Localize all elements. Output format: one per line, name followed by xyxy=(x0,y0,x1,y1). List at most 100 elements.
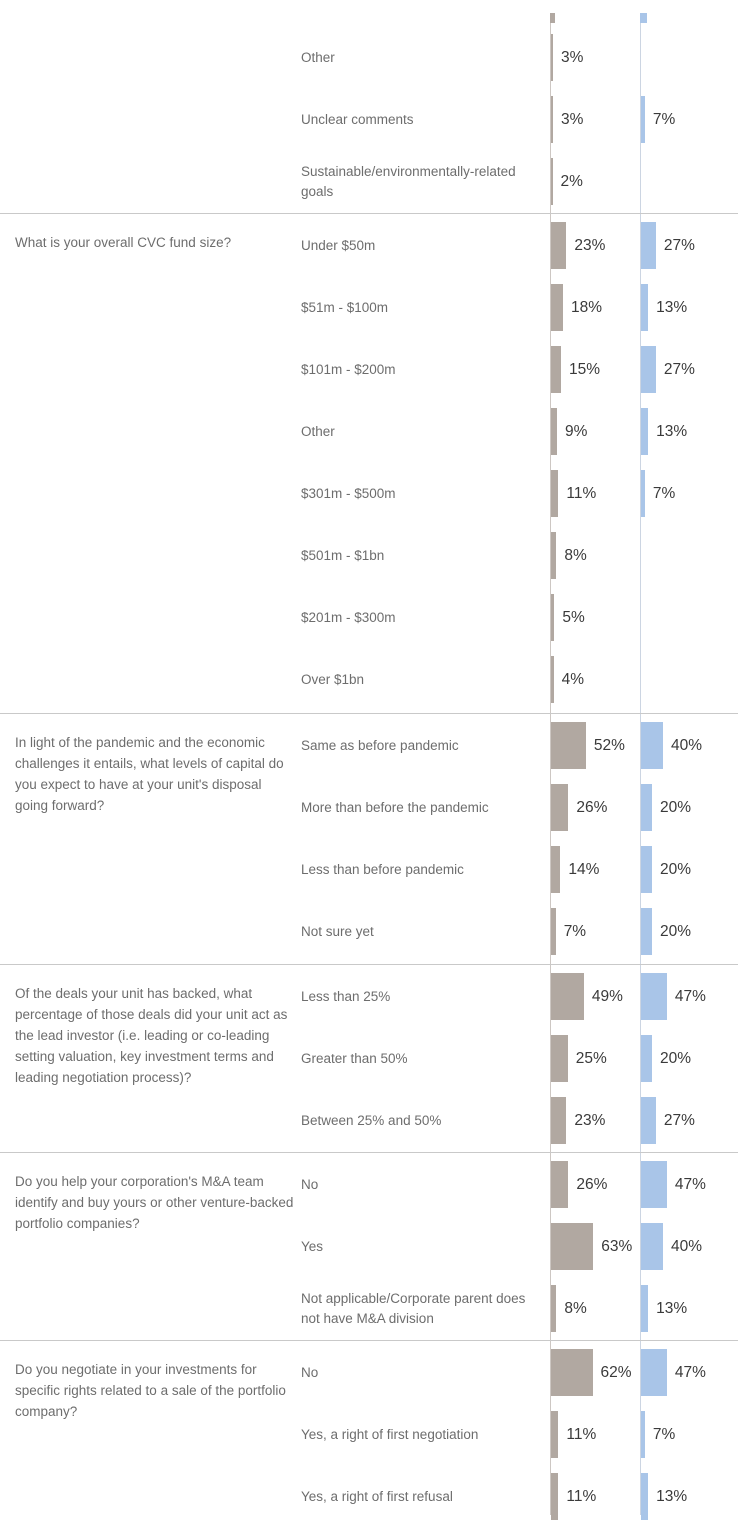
blue-value-label: 20% xyxy=(660,799,692,816)
gray-bar xyxy=(551,1097,567,1144)
gray-value-label: 18% xyxy=(571,299,603,316)
gray-bar xyxy=(551,408,558,455)
blue-bar xyxy=(641,973,667,1020)
gray-value-label: 8% xyxy=(564,547,587,564)
answer-row: Yes, a right of first refusal 11% 13% xyxy=(0,1466,738,1528)
gray-value-label: 25% xyxy=(575,1050,607,1067)
answer-label: $101m - $200m xyxy=(301,362,396,377)
gray-bar xyxy=(551,846,561,893)
gray-bar xyxy=(551,96,553,143)
blue-value-label: 13% xyxy=(656,1300,688,1317)
answer-row: Between 25% and 50% 23% 27% xyxy=(0,1090,738,1152)
blue-value-label: 40% xyxy=(671,737,703,754)
gray-bar xyxy=(551,656,554,703)
answer-label: Less than before pandemic xyxy=(301,862,464,877)
blue-bar xyxy=(641,846,652,893)
gray-value-label: 26% xyxy=(576,1176,608,1193)
answer-label: Over $1bn xyxy=(301,672,365,687)
blue-bar xyxy=(641,1035,652,1082)
answer-row: Less than 25% 49% 47% xyxy=(0,966,738,1028)
answer-label: $201m - $300m xyxy=(301,610,396,625)
gray-value-label: 23% xyxy=(574,1112,606,1129)
answer-row: $501m - $1bn 8% xyxy=(0,525,738,587)
answer-row: Other 3% xyxy=(0,27,738,89)
gray-bar xyxy=(551,908,556,955)
question-text: Of the deals your unit has backed, what … xyxy=(15,986,288,1085)
blue-bar xyxy=(641,908,652,955)
answer-label: Sustainable/environmentally-related goal… xyxy=(301,164,516,199)
answer-label: No xyxy=(301,1365,319,1380)
blue-bar xyxy=(641,1285,649,1332)
gray-value-label: 49% xyxy=(591,988,623,1005)
blue-value-label: 7% xyxy=(652,1426,676,1443)
gray-bar xyxy=(551,158,553,205)
blue-bar xyxy=(641,222,656,269)
gray-bar xyxy=(551,784,569,831)
gray-bar xyxy=(551,1349,593,1396)
answer-label: Other xyxy=(301,50,335,65)
blue-bar xyxy=(641,284,649,331)
answer-row: Yes 63% 40% xyxy=(0,1216,738,1278)
answer-row: Under $50m 23% 27% xyxy=(0,215,738,277)
gray-bar xyxy=(551,1161,569,1208)
answer-label: Between 25% and 50% xyxy=(301,1113,442,1128)
answer-row: No 26% 47% xyxy=(0,1154,738,1216)
blue-value-label: 20% xyxy=(660,1050,692,1067)
survey-section: In light of the pandemic and the economi… xyxy=(0,713,738,964)
answer-row: Less than before pandemic 14% 20% xyxy=(0,839,738,901)
gray-bar xyxy=(551,1411,559,1458)
blue-value-label: 27% xyxy=(663,237,695,254)
gray-value-label: 62% xyxy=(600,1364,632,1381)
blue-bar xyxy=(641,470,645,517)
gray-value-label: 15% xyxy=(569,361,601,378)
blue-bar xyxy=(641,722,663,769)
survey-section: Other 3% Unclear comments 3% 7% Sustainable/e… xyxy=(0,0,738,213)
gray-bar xyxy=(551,1223,594,1270)
answer-label: Under $50m xyxy=(301,238,376,253)
gray-bar xyxy=(551,722,586,769)
answer-row: $101m - $200m 15% 27% xyxy=(0,339,738,401)
answer-label: Other xyxy=(301,424,335,439)
gray-bar xyxy=(551,1473,559,1520)
blue-value-label: 13% xyxy=(656,1488,688,1505)
answer-label: $51m - $100m xyxy=(301,300,389,315)
question-text: Do you help your corporation's M&A team … xyxy=(15,1174,294,1231)
answer-row: Unclear comments 3% 7% xyxy=(0,89,738,151)
blue-bar xyxy=(641,784,652,831)
answer-row: $301m - $500m 11% 7% xyxy=(0,463,738,525)
blue-value-label: 20% xyxy=(660,861,692,878)
gray-series-axis-line xyxy=(550,13,551,1515)
answer-row: Sustainable/environmentally-related goal… xyxy=(0,151,738,213)
gray-bar xyxy=(551,973,584,1020)
survey-section: Do you negotiate in your investments for… xyxy=(0,1340,738,1528)
answer-row: Other 9% 13% xyxy=(0,401,738,463)
gray-value-label: 63% xyxy=(601,1238,633,1255)
blue-value-label: 7% xyxy=(652,111,676,128)
blue-value-label: 7% xyxy=(652,485,676,502)
blue-value-label: 40% xyxy=(671,1238,703,1255)
truncated-gray-bar xyxy=(550,13,555,23)
answer-label: Yes, a right of first negotiation xyxy=(301,1427,479,1442)
gray-value-label: 3% xyxy=(561,111,584,128)
answer-row: Not sure yet 7% 20% xyxy=(0,901,738,963)
gray-value-label: 23% xyxy=(574,237,606,254)
truncated-blue-bar xyxy=(640,13,647,23)
gray-value-label: 8% xyxy=(564,1300,587,1317)
answer-label: Yes, a right of first refusal xyxy=(301,1489,453,1504)
gray-value-label: 14% xyxy=(568,861,600,878)
answer-row: $51m - $100m 18% 13% xyxy=(0,277,738,339)
gray-bar xyxy=(551,470,559,517)
answer-label: Less than 25% xyxy=(301,989,391,1004)
blue-value-label: 13% xyxy=(656,423,688,440)
blue-bar xyxy=(641,346,656,393)
gray-value-label: 11% xyxy=(566,1488,597,1505)
answer-label: Greater than 50% xyxy=(301,1051,408,1066)
blue-bar xyxy=(641,1411,645,1458)
gray-value-label: 3% xyxy=(561,49,584,66)
blue-value-label: 13% xyxy=(656,299,688,316)
blue-value-label: 27% xyxy=(663,361,695,378)
answer-label: More than before the pandemic xyxy=(301,800,489,815)
answer-row: $201m - $300m 5% xyxy=(0,587,738,649)
gray-bar xyxy=(551,222,567,269)
